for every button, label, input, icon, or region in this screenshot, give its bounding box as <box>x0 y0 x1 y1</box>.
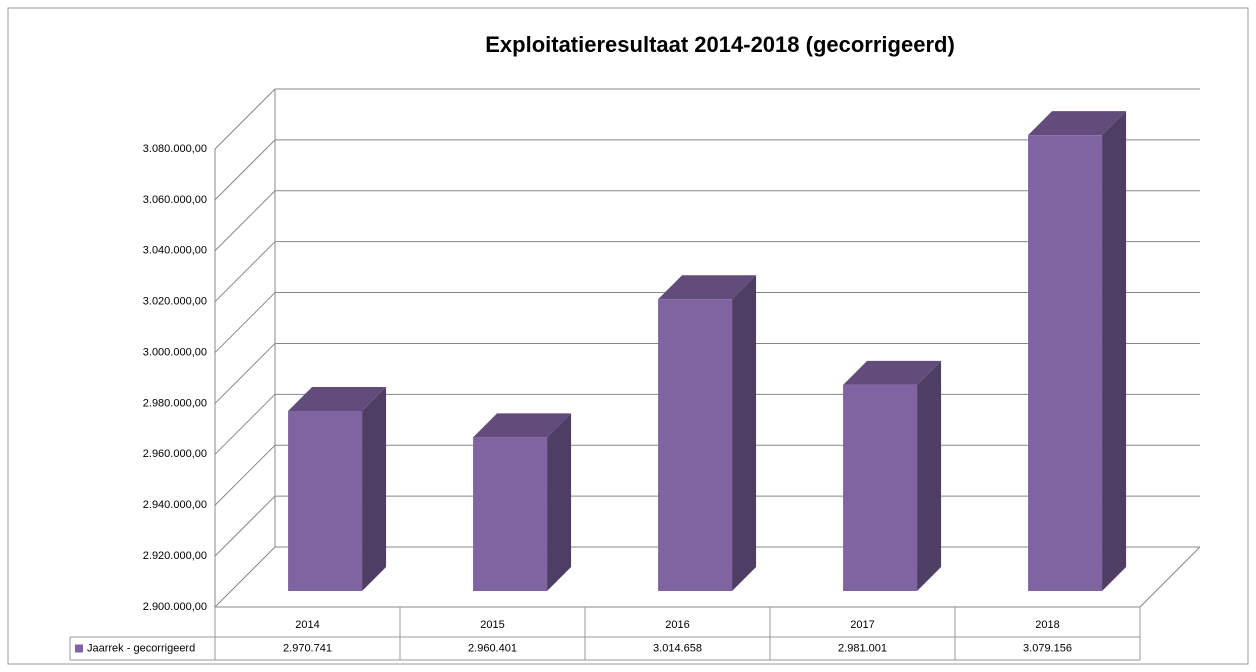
x-tick-label: 2017 <box>850 619 874 631</box>
floor-edge <box>1139 546 1201 608</box>
grid-line <box>214 444 276 506</box>
bar-top <box>1028 111 1127 136</box>
y-tick-label: 2.900.000,00 <box>143 601 207 613</box>
value-label: 2.970.741 <box>283 642 332 654</box>
value-label: 3.014.658 <box>653 642 702 654</box>
grid-line <box>214 241 276 303</box>
bar-top <box>843 360 942 385</box>
grid-line <box>214 292 276 353</box>
bar-side <box>362 387 387 591</box>
chart-title: Exploitatieresultaat 2014-2018 (gecorrig… <box>485 32 955 57</box>
x-tick-label: 2016 <box>665 619 689 631</box>
value-label: 3.079.156 <box>1023 642 1072 654</box>
y-tick-label: 2.960.000,00 <box>143 448 207 460</box>
bar-top <box>288 387 387 412</box>
grid-line <box>214 495 276 557</box>
grid-line <box>214 88 276 150</box>
y-tick-label: 2.940.000,00 <box>143 499 207 511</box>
legend-label: Jaarrek - gecorrigeerd <box>87 642 195 654</box>
y-tick-label: 2.980.000,00 <box>143 397 207 409</box>
bar <box>1028 135 1103 591</box>
value-label: 2.981.001 <box>838 642 887 654</box>
x-tick-label: 2018 <box>1035 619 1059 631</box>
bar <box>473 437 548 591</box>
bar-side <box>732 275 757 591</box>
bar-top <box>473 413 572 438</box>
grid-line <box>214 139 276 201</box>
bar <box>843 384 918 591</box>
grid-line <box>214 343 276 404</box>
bar-side <box>1102 111 1127 591</box>
y-tick-label: 3.000.000,00 <box>143 346 207 358</box>
y-tick-label: 3.060.000,00 <box>143 194 207 206</box>
grid-line <box>214 393 276 455</box>
y-tick-label: 2.920.000,00 <box>143 550 207 562</box>
grid-line <box>214 546 276 608</box>
x-tick-label: 2014 <box>295 619 319 631</box>
bar <box>288 411 363 591</box>
bar-side <box>917 360 942 591</box>
legend-swatch <box>75 644 83 653</box>
bar-side <box>547 413 572 591</box>
y-tick-label: 3.020.000,00 <box>143 296 207 308</box>
bar <box>658 299 733 591</box>
y-tick-label: 3.080.000,00 <box>143 143 207 155</box>
y-tick-label: 3.040.000,00 <box>143 245 207 257</box>
grid-line <box>214 190 276 252</box>
bar-top <box>658 275 757 300</box>
x-tick-label: 2015 <box>480 619 504 631</box>
value-label: 2.960.401 <box>468 642 517 654</box>
